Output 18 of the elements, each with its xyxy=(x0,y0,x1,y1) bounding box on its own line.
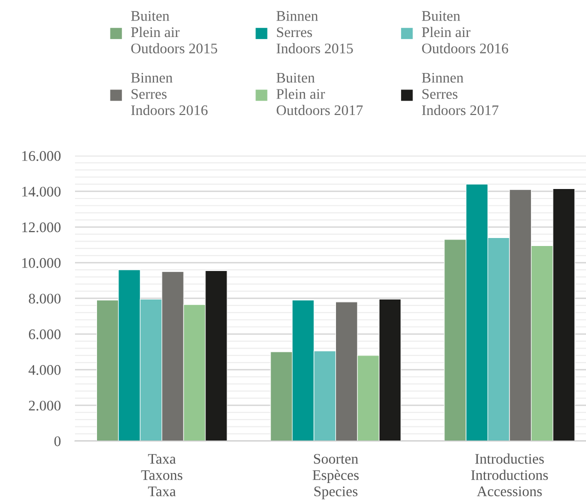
y-tick-label: 2.000 xyxy=(28,400,61,411)
legend-label: Buiten Plein air Outdoors 2016 xyxy=(422,11,508,54)
y-tick-label: 16.000 xyxy=(22,151,61,161)
y-tick-label: 4.000 xyxy=(28,365,61,375)
legend-label: Binnen Serres Indoors 2016 xyxy=(131,72,208,116)
legend-label: Buiten Plein air Outdoors 2015 xyxy=(131,11,218,54)
y-tick-label: 10.000 xyxy=(22,258,61,268)
x-tick-label: Taxa Taxons Taxa xyxy=(141,454,182,496)
y-tick-label: 0 xyxy=(54,436,61,446)
x-tick-label: Introducties Introductions Accessions xyxy=(471,454,548,496)
x-tick-label: Soorten Espèces Species xyxy=(312,454,359,500)
y-tick-label: 6.000 xyxy=(28,329,61,340)
y-tick-label: 8.000 xyxy=(28,294,61,304)
legend-label: Binnen Serres Indoors 2015 xyxy=(276,11,353,54)
legend-label: Binnen Serres Indoors 2017 xyxy=(422,72,498,116)
y-tick-label: 12.000 xyxy=(22,222,61,232)
y-tick-label: 14.000 xyxy=(22,186,61,197)
legend-label: Buiten Plein air Outdoors 2017 xyxy=(276,72,363,116)
